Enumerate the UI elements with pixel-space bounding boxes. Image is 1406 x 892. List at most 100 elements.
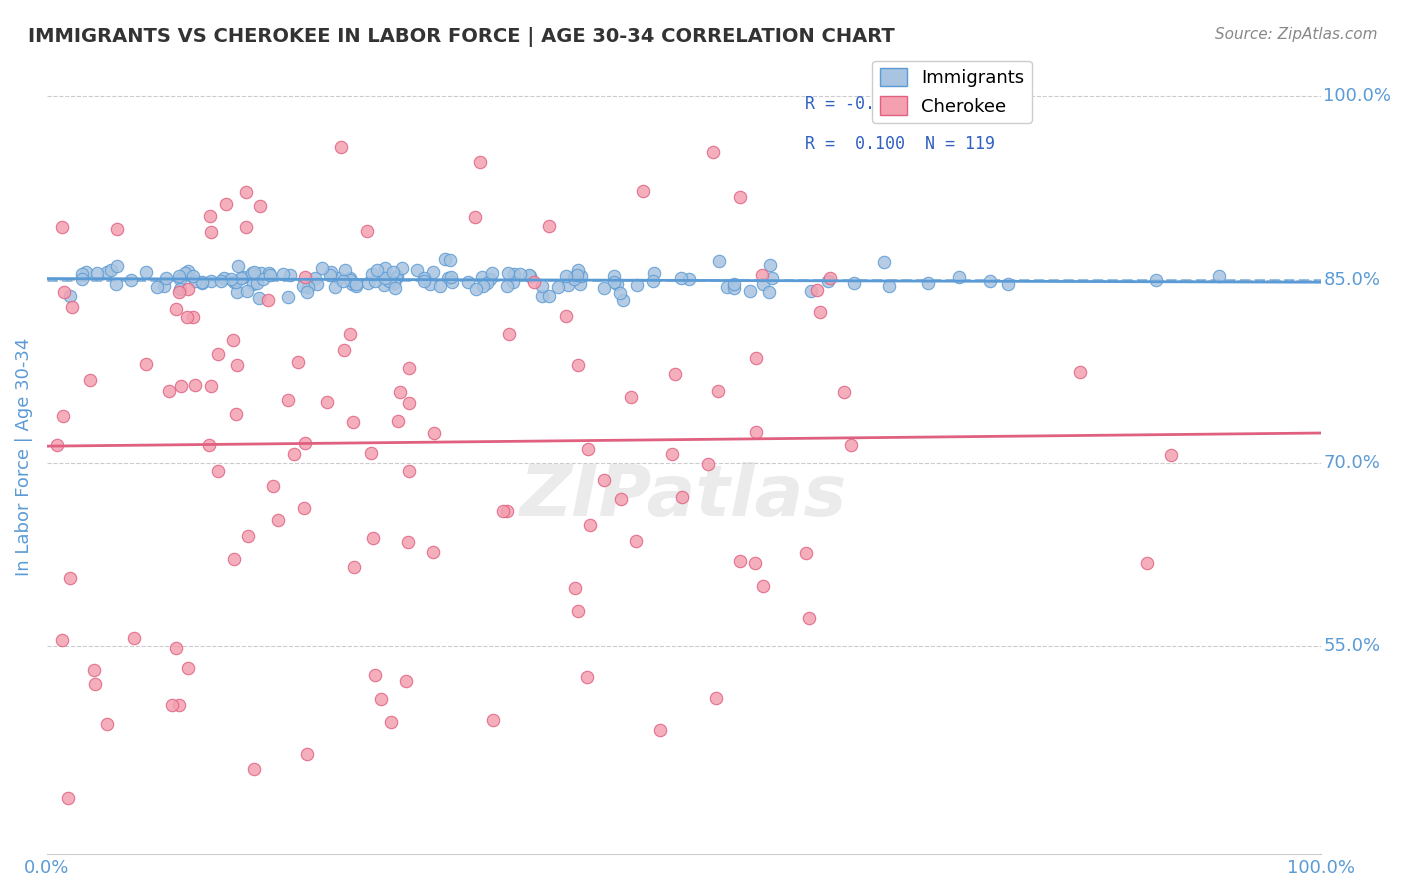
Cherokee (51, 633, 73, 648)
Immigrants (496, 266, 519, 280)
Cherokee (808, 304, 831, 318)
Cherokee (1069, 365, 1091, 379)
Immigrants (277, 289, 299, 303)
Immigrants (471, 270, 494, 285)
Immigrants (225, 275, 247, 289)
Immigrants (323, 280, 346, 294)
Immigrants (434, 252, 457, 267)
Cherokee (702, 145, 724, 159)
Text: ZIPatlas: ZIPatlas (520, 462, 848, 531)
Immigrants (716, 280, 738, 294)
Immigrants (439, 253, 461, 268)
Immigrants (214, 271, 236, 285)
Cherokee (696, 458, 718, 472)
Cherokee (707, 384, 730, 398)
Cherokee (398, 360, 420, 375)
Cherokee (183, 378, 205, 392)
Cherokee (728, 554, 751, 568)
Immigrants (678, 272, 700, 286)
Cherokee (631, 184, 654, 198)
Immigrants (59, 289, 82, 303)
Cherokee (243, 762, 266, 776)
Cherokee (215, 197, 238, 211)
Immigrants (457, 275, 479, 289)
Cherokee (58, 791, 80, 805)
Cherokee (360, 446, 382, 460)
Cherokee (167, 698, 190, 712)
Immigrants (146, 280, 169, 294)
Text: R =  0.100  N = 119: R = 0.100 N = 119 (804, 135, 995, 153)
Immigrants (236, 284, 259, 298)
Cherokee (292, 501, 315, 516)
Cherokee (704, 691, 727, 706)
Cherokee (745, 425, 768, 439)
Cherokee (578, 518, 600, 533)
Immigrants (328, 270, 350, 285)
Cherokee (806, 283, 828, 297)
Cherokee (198, 209, 221, 223)
Immigrants (174, 267, 197, 281)
Cherokee (343, 559, 366, 574)
Immigrants (319, 265, 342, 279)
Immigrants (606, 277, 628, 292)
Cherokee (422, 544, 444, 558)
Immigrants (344, 277, 367, 291)
Cherokee (198, 437, 221, 451)
Cherokee (294, 269, 316, 284)
Cherokee (744, 556, 766, 570)
Cherokee (730, 190, 752, 204)
Immigrants (100, 263, 122, 277)
Immigrants (373, 271, 395, 285)
Cherokee (361, 531, 384, 545)
Cherokee (576, 442, 599, 457)
Immigrants (259, 268, 281, 282)
Cherokee (176, 661, 198, 675)
Cherokee (262, 479, 284, 493)
Cherokee (661, 447, 683, 461)
Immigrants (181, 268, 204, 283)
Cherokee (222, 333, 245, 347)
Immigrants (190, 276, 212, 290)
Immigrants (318, 268, 340, 283)
Immigrants (382, 276, 405, 290)
Immigrants (723, 281, 745, 295)
Immigrants (232, 270, 254, 285)
Immigrants (292, 279, 315, 293)
Immigrants (723, 277, 745, 291)
Immigrants (243, 265, 266, 279)
Immigrants (360, 267, 382, 281)
Immigrants (413, 271, 436, 285)
Immigrants (531, 278, 554, 293)
Cherokee (79, 373, 101, 387)
Immigrants (1208, 269, 1230, 284)
Cherokee (160, 698, 183, 712)
Immigrants (373, 277, 395, 292)
Cherokee (745, 351, 768, 365)
Cherokee (834, 384, 856, 399)
Immigrants (436, 270, 458, 285)
Cherokee (200, 378, 222, 392)
Immigrants (496, 278, 519, 293)
Cherokee (135, 357, 157, 371)
Cherokee (797, 611, 820, 625)
Immigrants (169, 272, 191, 286)
Cherokee (388, 385, 411, 400)
Text: 100.0%: 100.0% (1323, 87, 1392, 105)
Immigrants (339, 270, 361, 285)
Cherokee (398, 396, 420, 410)
Immigrants (224, 275, 246, 289)
Immigrants (391, 260, 413, 275)
Cherokee (818, 271, 841, 285)
Cherokee (492, 504, 515, 518)
Cherokee (370, 692, 392, 706)
Cherokee (287, 355, 309, 369)
Immigrants (120, 273, 142, 287)
Cherokee (165, 301, 187, 316)
Cherokee (650, 723, 672, 737)
Cherokee (177, 282, 200, 296)
Cherokee (170, 379, 193, 393)
Immigrants (374, 260, 396, 275)
Immigrants (557, 278, 579, 293)
Immigrants (547, 280, 569, 294)
Immigrants (517, 268, 540, 283)
